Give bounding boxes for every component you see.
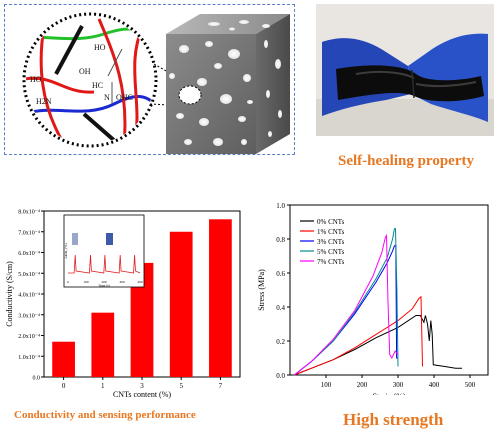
y-tick-label: 8.0x10⁻⁴: [18, 210, 40, 216]
y-tick-label: 0.0: [33, 376, 41, 382]
y-tick-label: 3.0x10⁻⁴: [18, 313, 40, 319]
inset-x-tick-label: 400: [137, 280, 143, 284]
inset-x-tick-label: 200: [101, 280, 107, 284]
molecule-label: OH: [79, 67, 91, 76]
x-tick-label: 3: [140, 382, 144, 390]
y-tick-label: 6.0x10⁻⁴: [18, 251, 40, 257]
series-line: [293, 245, 398, 376]
inset-x-tick-label: 100: [83, 280, 89, 284]
y-tick-label: 0.6: [276, 270, 285, 278]
inset-frame: [63, 214, 145, 288]
y-tick-label: 0.4: [276, 304, 285, 312]
x-tick-label: 400: [429, 381, 440, 389]
x-tick-label: 200: [357, 381, 368, 389]
y-tick-label: 0.2: [276, 338, 285, 346]
network-schematic: HO OH HO HC N H2N OHC: [22, 12, 290, 154]
series-line: [294, 295, 423, 376]
self-healing-caption: Self-healing property: [338, 153, 474, 169]
y-tick-label: 4.0x10⁻⁴: [18, 293, 40, 299]
conductivity-caption: Conductivity and sensing performance: [14, 409, 196, 421]
inset-response-line: [68, 254, 141, 274]
legend-label: 3% CNTs: [317, 238, 345, 246]
y-axis-label: Stress (MPa): [257, 269, 266, 311]
y-tick-label: 0.0: [276, 372, 285, 380]
x-tick-label: 5: [179, 382, 183, 390]
y-tick-label: 1.0: [276, 202, 285, 210]
inset-photo-1: [72, 233, 78, 245]
x-tick-label: 500: [465, 381, 476, 389]
y-tick-label: 7.0x10⁻⁴: [18, 230, 40, 236]
y-tick-label: 2.0x10⁻⁴: [18, 334, 40, 340]
legend-label: 1% CNTs: [317, 228, 345, 236]
bar: [209, 219, 232, 377]
x-tick-label: 0: [62, 382, 66, 390]
molecule-label: H2N: [36, 97, 52, 106]
highlighted-pore: [178, 85, 202, 105]
bar: [91, 312, 115, 377]
porous-cube: [166, 14, 290, 154]
x-tick-label: 100: [321, 381, 332, 389]
inset-y-label: ΔR/R₀ (%): [64, 243, 68, 259]
x-axis-label: CNTs content (%): [113, 390, 171, 399]
y-tick-label: 1.0x10⁻⁴: [18, 355, 40, 361]
y-tick-label: 0.8: [276, 236, 285, 244]
molecule-label: OHC: [116, 93, 133, 102]
molecule-label: N: [104, 93, 110, 102]
schematic-frame: [4, 4, 295, 155]
molecule-label: HO: [94, 43, 106, 52]
legend-label: 5% CNTs: [317, 248, 345, 256]
plot-frame: [289, 204, 489, 376]
conductivity-bar-chart: 0.0 1.0x10⁻⁴ 2.0x10⁻⁴ 3.0x10⁻⁴ 4.0x10⁻⁴ 5.0x1…: [5, 210, 241, 399]
bar: [130, 262, 154, 377]
bar: [52, 341, 75, 377]
bar: [169, 231, 193, 377]
high-strength-caption: High strength: [343, 410, 444, 429]
legend-label: 0% CNTs: [317, 218, 345, 226]
y-axis-label: Conductivity (S/cm): [5, 261, 14, 327]
stress-strain-chart: 0.0 0.2 0.4 0.6 0.8 1.0 100 200 300 400 500 Strain …: [257, 202, 489, 395]
inset-x-tick-label: 0: [67, 280, 69, 284]
x-tick-label: 1: [101, 382, 105, 390]
zoom-circle: [22, 12, 158, 148]
inset-x-label: Time (s): [98, 284, 111, 288]
legend-label: 7% CNTs: [317, 258, 345, 266]
series-line: [294, 315, 463, 376]
molecule-label: HO: [30, 75, 42, 84]
self-healing-photo: [316, 4, 494, 136]
inset-photo-2: [106, 233, 113, 245]
x-tick-label: 300: [393, 381, 404, 389]
molecule-label: HC: [92, 81, 103, 90]
y-tick-label: 5.0x10⁻⁴: [18, 272, 40, 278]
x-tick-label: 7: [219, 382, 223, 390]
inset-x-tick-label: 300: [119, 280, 125, 284]
x-axis-label: Strain (%): [372, 392, 405, 395]
series-line: [293, 233, 399, 376]
